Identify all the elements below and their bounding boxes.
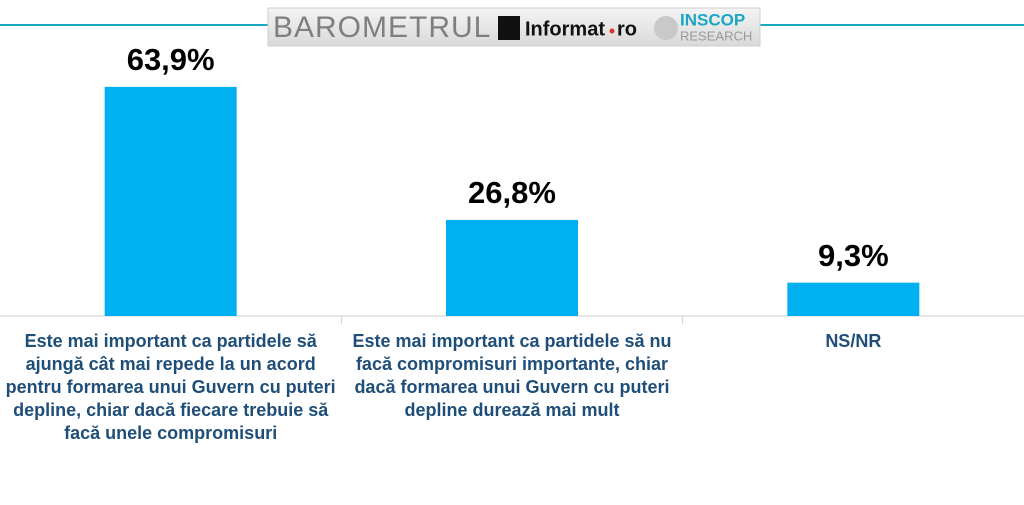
bar	[104, 86, 237, 316]
bar	[787, 282, 920, 316]
x-tick-label: Este mai important ca partidele să ajung…	[5, 331, 336, 443]
partner-icon	[498, 16, 520, 40]
institute-icon	[654, 16, 678, 40]
x-tick-label-box: Este mai important ca partidele să ajung…	[5, 331, 336, 443]
value-label: 63,9%	[127, 42, 215, 77]
bar	[446, 219, 578, 316]
partner-suffix: ro	[617, 18, 637, 40]
value-label: 26,8%	[468, 175, 556, 210]
value-label: 9,3%	[818, 238, 889, 273]
institute: INSCOP	[680, 10, 745, 29]
x-tick-label-box: NS/NR	[825, 331, 882, 351]
x-tick-label: NS/NR	[825, 331, 882, 351]
partner-dot	[609, 28, 615, 34]
x-tick-label-box: Este mai important ca partidele să nu fa…	[352, 331, 672, 420]
institute-sub: RESEARCH	[680, 28, 752, 43]
x-tick-label: Este mai important ca partidele să nu fa…	[352, 331, 672, 420]
partner: Informat	[525, 18, 605, 40]
brand: BAROMETRUL	[273, 11, 491, 44]
